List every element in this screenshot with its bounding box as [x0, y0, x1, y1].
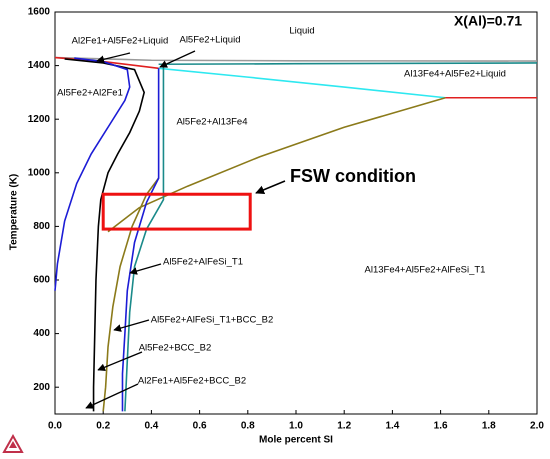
y-axis-label: Temperature (K) — [9, 174, 20, 251]
x-tick-label: 0.6 — [193, 421, 207, 432]
arrow — [129, 263, 162, 275]
arrow — [96, 52, 131, 64]
x-tick-label: 1.8 — [482, 421, 496, 432]
arrow — [113, 319, 150, 332]
arrow — [159, 50, 196, 68]
region-label: Al5Fe2+Al2Fe1 — [57, 88, 123, 99]
phase-boundary — [158, 62, 538, 66]
y-tick-label: 200 — [33, 382, 50, 393]
x-tick-label: 0.4 — [144, 421, 158, 432]
chart-title: X(Al)=0.71 — [454, 13, 522, 29]
y-tick-label: 600 — [33, 275, 50, 286]
phase-boundary — [158, 67, 446, 99]
logo — [2, 433, 24, 453]
phase-boundary — [107, 96, 446, 233]
y-tick-label: 1000 — [28, 167, 51, 178]
y-tick-label: 1600 — [28, 7, 51, 18]
arrow — [85, 383, 139, 409]
region-label: Al13Fe4+Al5Fe2+AlFeSi_T1 — [365, 265, 486, 276]
region-label: Al13Fe4+Al5Fe2+Liquid — [404, 69, 506, 80]
region-label: Al5Fe2+AlFeSi_T1+BCC_B2 — [151, 315, 274, 326]
region-label: Al5Fe2+Liquid — [179, 35, 240, 46]
y-tick-label: 800 — [33, 221, 50, 232]
x-tick-label: 0.2 — [96, 421, 110, 432]
region-label: Al5Fe2+Al13Fe4 — [176, 117, 247, 128]
x-tick-label: 0.0 — [48, 421, 62, 432]
fsw-label: FSW condition — [290, 166, 416, 186]
y-tick-label: 400 — [33, 328, 50, 339]
x-tick-label: 1.4 — [385, 421, 399, 432]
region-label: Al2Fe1+Al5Fe2+BCC_B2 — [138, 376, 246, 387]
phase-boundary — [124, 65, 165, 412]
x-tick-label: 2.0 — [530, 421, 544, 432]
region-label: Al5Fe2+BCC_B2 — [139, 343, 212, 354]
phase-boundary — [54, 57, 131, 291]
x-tick-label: 1.2 — [337, 421, 351, 432]
region-label: Al2Fe1+Al5Fe2+Liquid — [72, 36, 169, 47]
y-tick-label: 1200 — [28, 114, 51, 125]
x-tick-label: 0.8 — [241, 421, 255, 432]
phase-boundary — [102, 177, 160, 412]
phase-boundary — [64, 58, 146, 412]
x-tick-label: 1.6 — [434, 421, 448, 432]
phase-boundary — [54, 56, 538, 62]
fsw-box — [101, 192, 252, 231]
phase-boundary — [121, 68, 160, 412]
y-tick-label: 1400 — [28, 60, 51, 71]
region-label: Liquid — [289, 26, 314, 37]
region-label: Al5Fe2+AlFeSi_T1 — [163, 257, 243, 268]
arrow — [97, 351, 143, 371]
x-tick-label: 1.0 — [289, 421, 303, 432]
arrow — [255, 180, 286, 195]
x-axis-label: Mole percent SI — [259, 435, 333, 446]
